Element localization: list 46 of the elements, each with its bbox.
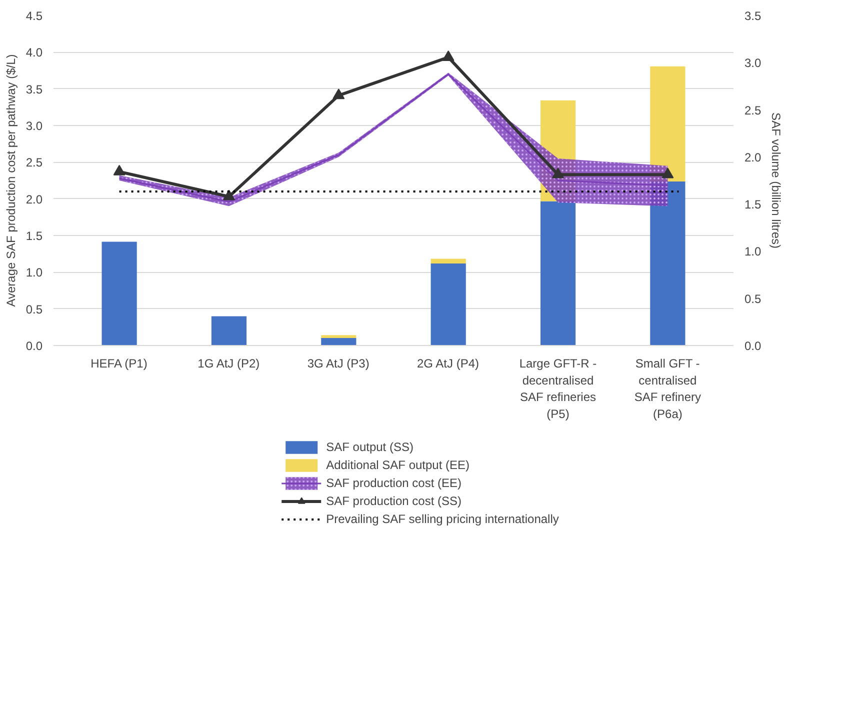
- point: [113, 164, 126, 176]
- bar: [540, 201, 576, 346]
- y-tick-label: 1.0: [26, 266, 43, 280]
- y2-tick-label: 0.0: [744, 339, 762, 353]
- y2-axis-title: SAF volume (billion litres): [769, 112, 784, 249]
- bar: [321, 335, 356, 338]
- legend-label: Additional SAF output (EE): [326, 457, 470, 473]
- bar: [321, 338, 356, 346]
- y2-tick-label: 2.5: [744, 103, 762, 118]
- point: [222, 190, 235, 200]
- y-tick-label: 3.5: [26, 82, 43, 96]
- y2-tick-label: 3.5: [744, 9, 762, 23]
- y-tick-label: 4.5: [26, 9, 43, 23]
- y-tick-label: 4.0: [26, 46, 43, 60]
- bar: [102, 242, 137, 346]
- x-tick-label: 2G AtJ (P4): [416, 356, 480, 370]
- y-axis-title: Average SAF production cost per pathway ($/L): [4, 54, 18, 307]
- legend-label: SAF production cost (EE): [326, 475, 462, 491]
- y-tick-label: 2.5: [26, 156, 43, 170]
- x-tick-label: Large GFT-R - decentralised SAF refineries (P5): [519, 356, 597, 421]
- x-tick-label: 3G AtJ (P3): [307, 356, 370, 370]
- y-tick-label: 0.0: [26, 339, 43, 353]
- y2-tick-label: 1.0: [744, 244, 762, 259]
- bar: [211, 316, 247, 346]
- y2-tick-label: 1.5: [744, 198, 762, 212]
- bar: [430, 258, 466, 264]
- point: [332, 88, 345, 100]
- y-tick-label: 1.5: [26, 229, 43, 243]
- legend-label: SAF output (SS): [326, 439, 414, 455]
- y2-tick-label: 3.0: [744, 56, 762, 70]
- point: [552, 168, 564, 178]
- x-tick-label: 1G AtJ (P2): [198, 356, 260, 370]
- bar: [650, 181, 686, 346]
- y-tick-label: 0.5: [26, 302, 43, 316]
- x-tick-label: Small GFT - centralised SAF refinery (P6a): [634, 356, 702, 421]
- y-tick-label: 3.0: [26, 119, 43, 133]
- x-tick-label: HEFA (P1): [90, 356, 148, 370]
- y2-tick-label: 2.0: [744, 150, 762, 164]
- bar: [650, 66, 686, 182]
- legend-label: SAF production cost (SS): [326, 493, 462, 509]
- point: [662, 168, 674, 178]
- point: [442, 50, 454, 61]
- legend-label: Prevailing SAF selling pricing internationally: [326, 511, 559, 527]
- bar: [430, 263, 466, 346]
- y2-tick-label: 0.5: [744, 292, 762, 306]
- y-tick-label: 2.0: [26, 192, 43, 206]
